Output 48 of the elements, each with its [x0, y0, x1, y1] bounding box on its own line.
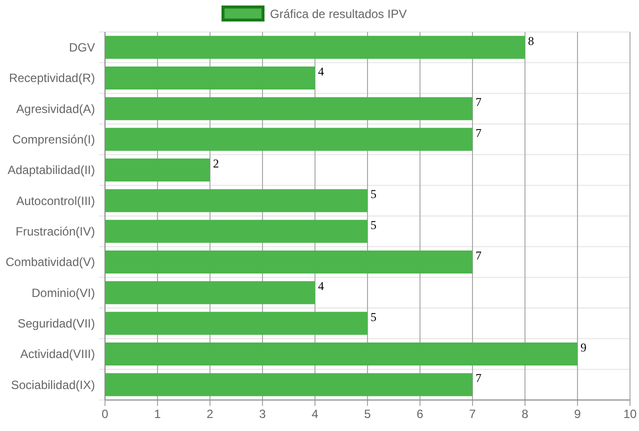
x-tick-label: 4	[312, 407, 319, 421]
x-tick-label: 3	[259, 407, 266, 421]
data-label: 7	[476, 95, 482, 110]
x-tick-label: 10	[623, 407, 637, 421]
bar	[105, 128, 472, 151]
bar	[105, 342, 578, 366]
bar	[105, 250, 472, 274]
x-tick-label: 5	[364, 407, 372, 421]
bar	[105, 281, 315, 304]
x-tick-label: 9	[574, 407, 582, 421]
data-label: 5	[370, 218, 376, 232]
legend-label: Gráfica de resultados IPV	[270, 7, 407, 21]
bar	[105, 373, 472, 396]
y-tick-label: Sociabilidad(IX)	[10, 378, 95, 392]
y-tick-label: Adaptabilidad(II)	[8, 163, 95, 178]
data-label: 9	[580, 340, 586, 354]
x-tick-label: 8	[522, 407, 529, 421]
y-tick-label: Agresividad(A)	[16, 102, 95, 116]
data-label: 7	[476, 248, 482, 262]
y-tick-label: DGV	[68, 40, 95, 55]
bar	[105, 66, 315, 90]
y-tick-label: Seguridad(VII)	[18, 316, 95, 331]
data-label: 7	[476, 126, 482, 140]
data-label: 5	[370, 187, 376, 202]
x-tick-label: 1	[154, 407, 162, 421]
bar	[105, 97, 472, 120]
bar	[105, 220, 368, 243]
y-tick-label: Actividad(VIII)	[20, 347, 95, 362]
data-label: 4	[318, 64, 324, 78]
data-label: 4	[318, 279, 324, 294]
y-tick-label: Comprensión(I)	[12, 132, 95, 147]
bar	[105, 36, 525, 59]
bar	[105, 189, 368, 212]
data-label: 5	[370, 310, 376, 324]
x-tick-label: 7	[469, 407, 476, 421]
x-tick-label: 0	[102, 407, 109, 421]
data-label: 2	[213, 156, 219, 170]
y-tick-label: Combatividad(V)	[6, 255, 95, 270]
y-tick-label: Frustración(IV)	[16, 224, 95, 239]
x-tick-label: 2	[206, 407, 214, 421]
bar	[105, 312, 368, 335]
x-tick-label: 6	[416, 407, 424, 421]
bar	[105, 158, 210, 182]
data-label: 8	[528, 34, 534, 48]
y-tick-label: Receptividad(R)	[8, 71, 95, 86]
y-tick-label: Autocontrol(III)	[16, 194, 95, 208]
data-label: 7	[476, 371, 482, 386]
y-tick-label: Dominio(VI)	[32, 286, 95, 300]
